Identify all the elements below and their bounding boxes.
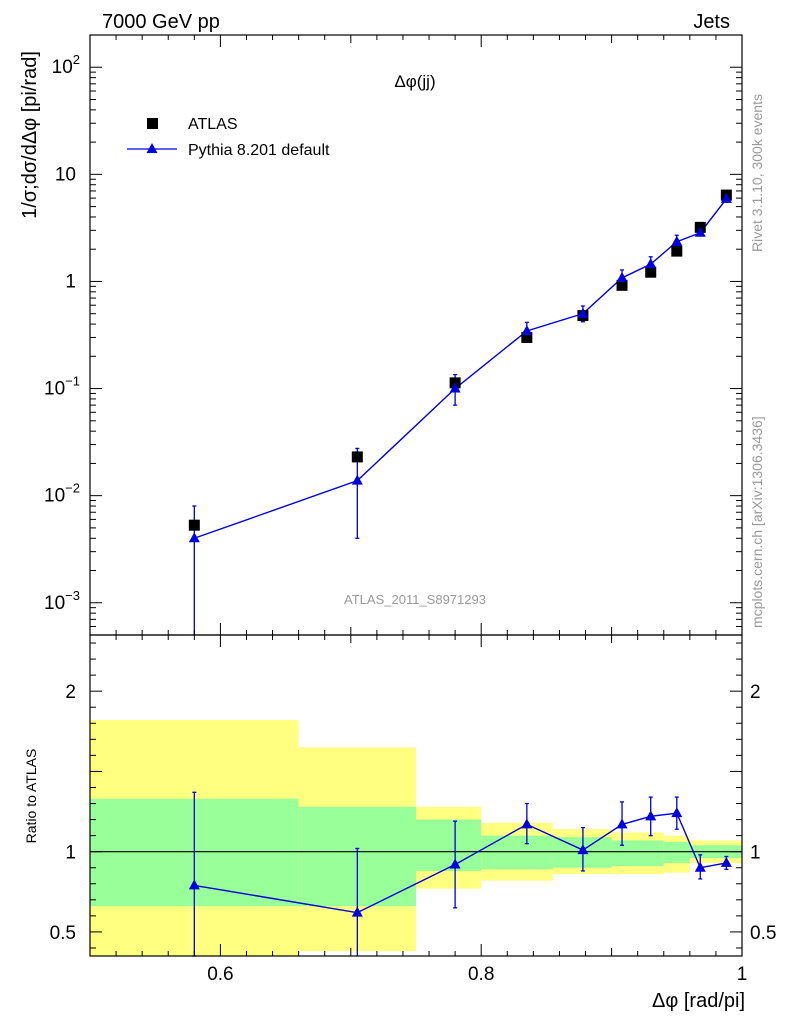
legend-marker-pythia (146, 143, 158, 153)
ratio-mc-marker (351, 906, 363, 917)
header-left-title: 7000 GeV pp (102, 11, 220, 33)
x-tick-label: 1 (737, 964, 748, 985)
ratio-y-axis-label: Ratio to ATLAS (23, 749, 39, 844)
plot-title: Δφ(jj) (394, 72, 435, 91)
ratio-mc-marker (449, 858, 461, 869)
ratio-mc-marker (188, 879, 200, 890)
ratio-band-inner (611, 840, 664, 867)
atlas-data-point (188, 519, 200, 531)
atlas-data-point (645, 266, 657, 278)
x-axis-label: Δφ [rad/pi] (652, 990, 745, 1012)
legend-marker-atlas (147, 118, 158, 129)
mc-marker (577, 307, 589, 318)
ratio-band-inner (481, 835, 553, 870)
mc-marker (671, 235, 683, 246)
mc-marker (521, 324, 533, 335)
x-tick-label: 0.8 (468, 964, 494, 985)
main-y-tick-exponent: −3 (65, 588, 80, 603)
main-y-tick-exponent: −1 (65, 374, 80, 389)
mc-line (194, 198, 727, 539)
main-y-tick-label: 102 (52, 52, 80, 78)
main-y-tick-label: 10−3 (44, 588, 80, 614)
main-y-tick-label: 10−2 (44, 481, 80, 507)
mc-marker (720, 192, 732, 203)
legend-label-atlas: ATLAS (188, 116, 238, 133)
legend: ATLAS Pythia 8.201 default (127, 116, 330, 159)
side-text-mcplots: mcplots.cern.ch [arXiv:1306.3436] (749, 416, 765, 628)
mc-marker (188, 532, 200, 543)
mc-marker (645, 258, 657, 269)
ratio-mc-marker (645, 810, 657, 821)
ratio-band-inner (663, 842, 690, 863)
side-text-rivet: Rivet 3.1.10, 300k events (749, 94, 765, 252)
ratio-frame (89, 634, 743, 957)
ratio-y-tick-label-left: 1 (65, 843, 76, 864)
header-right-title: Jets (693, 11, 730, 33)
analysis-id: ATLAS_2011_S8971293 (344, 592, 486, 607)
ratio-mc-marker (694, 861, 706, 872)
legend-label-pythia: Pythia 8.201 default (188, 142, 330, 159)
ratio-mc-marker (616, 818, 628, 829)
ratio-y-tick-label-right: 1 (750, 843, 761, 864)
ratio-mc-line (194, 812, 727, 914)
atlas-data-point (671, 245, 683, 257)
ratio-band-inner (416, 819, 482, 871)
ratio-content (90, 791, 742, 957)
main-y-tick-label: 10−1 (44, 374, 80, 400)
ratio-mc-marker (577, 844, 589, 855)
ratio-mc-marker (671, 807, 683, 818)
mc-marker (694, 226, 706, 237)
main-y-tick-label: 10 (55, 164, 76, 185)
mc-marker (351, 474, 363, 485)
main-content (188, 189, 732, 635)
mc-marker (616, 271, 628, 282)
x-tick-label: 0.6 (207, 964, 233, 985)
atlas-data-point (521, 331, 533, 343)
ratio-y-tick-label-left: 0.5 (50, 923, 76, 944)
ratio-mc-marker (720, 856, 732, 867)
atlas-data-point (351, 451, 363, 463)
ratio-mc-marker (521, 818, 533, 829)
main-y-tick-exponent: −2 (65, 481, 80, 496)
ratio-y-tick-label-right: 0.5 (750, 923, 776, 944)
main-y-axis-label: 1/σ;dσ/dΔφ [pi/rad] (19, 51, 41, 219)
ratio-bands (90, 720, 742, 956)
main-y-tick-label: 1 (65, 271, 76, 292)
ratio-y-tick-label-left: 2 (65, 682, 76, 703)
ratio-y-tick-label-right: 2 (750, 682, 761, 703)
atlas-data-point (616, 279, 628, 291)
main-y-tick-exponent: 2 (73, 52, 80, 67)
mc-marker (449, 382, 461, 393)
